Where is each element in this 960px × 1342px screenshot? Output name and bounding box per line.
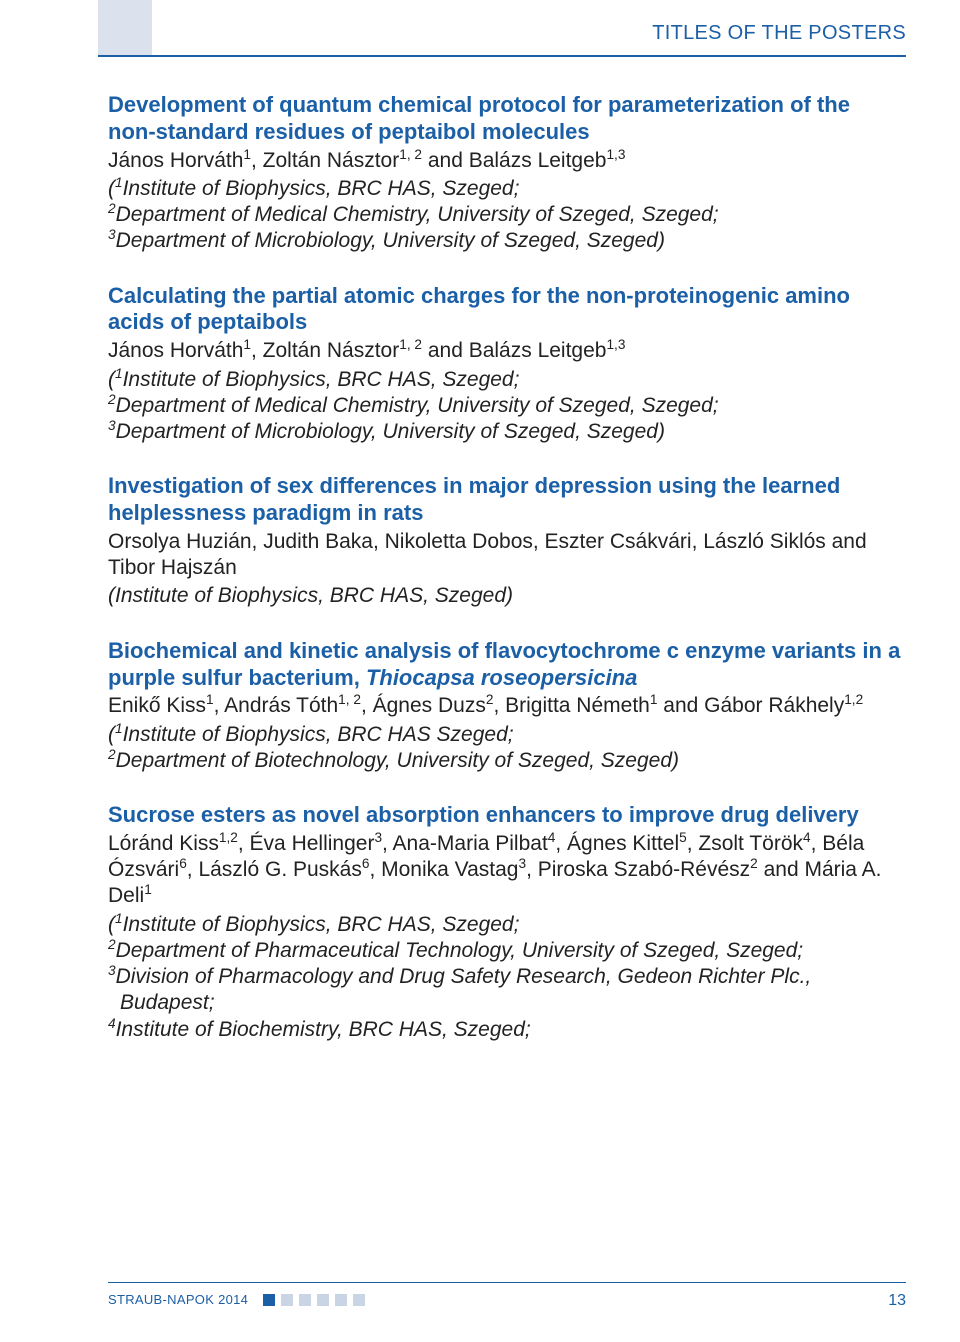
affiliation-line: 2Department of Medical Chemistry, Univer…: [108, 393, 902, 419]
page-footer: STRAUB-NAPOK 2014 13: [108, 1282, 906, 1306]
footer-squares: [263, 1294, 365, 1306]
section-title: TITLES OF THE POSTERS: [652, 22, 906, 45]
poster-authors: Orsolya Huzián, Judith Baka, Nikoletta D…: [108, 529, 902, 582]
affiliation-line: (1Institute of Biophysics, BRC HAS Szege…: [108, 722, 902, 748]
poster-title: Calculating the partial atomic charges f…: [108, 283, 902, 337]
poster-title: Development of quantum chemical protocol…: [108, 92, 902, 146]
affiliation-line: 4Institute of Biochemistry, BRC HAS, Sze…: [108, 1017, 902, 1043]
poster-entry: Calculating the partial atomic charges f…: [108, 283, 902, 446]
header-rule: [98, 55, 906, 57]
footer-square: [353, 1294, 365, 1306]
poster-entry: Biochemical and kinetic analysis of flav…: [108, 638, 902, 774]
affiliation-line: (1Institute of Biophysics, BRC HAS, Szeg…: [108, 912, 902, 938]
poster-entry: Sucrose esters as novel absorption enhan…: [108, 802, 902, 1043]
poster-authors: Enikő Kiss1, András Tóth1, 2, Ágnes Duzs…: [108, 693, 902, 719]
page: TITLES OF THE POSTERS Development of qua…: [0, 0, 960, 1342]
affiliation-line: 2Department of Biotechnology, University…: [108, 748, 902, 774]
poster-affiliations: (1Institute of Biophysics, BRC HAS, Szeg…: [108, 367, 902, 446]
affiliation-line: 3Department of Microbiology, University …: [108, 419, 902, 445]
footer-square: [317, 1294, 329, 1306]
footer-square: [299, 1294, 311, 1306]
poster-title: Investigation of sex differences in majo…: [108, 473, 902, 527]
poster-authors: Lóránd Kiss1,2, Éva Hellinger3, Ana-Mari…: [108, 831, 902, 910]
poster-authors: János Horváth1, Zoltán Násztor1, 2 and B…: [108, 338, 902, 364]
affiliation-line: 3Department of Microbiology, University …: [108, 228, 902, 254]
poster-entry: Development of quantum chemical protocol…: [108, 92, 902, 255]
affiliation-line: (Institute of Biophysics, BRC HAS, Szege…: [108, 583, 902, 609]
footer-label: STRAUB-NAPOK 2014: [108, 1292, 248, 1307]
poster-affiliations: (1Institute of Biophysics, BRC HAS Szege…: [108, 722, 902, 775]
poster-title: Biochemical and kinetic analysis of flav…: [108, 638, 902, 692]
poster-authors: János Horváth1, Zoltán Násztor1, 2 and B…: [108, 148, 902, 174]
poster-entry: Investigation of sex differences in majo…: [108, 473, 902, 609]
affiliation-line: (1Institute of Biophysics, BRC HAS, Szeg…: [108, 367, 902, 393]
poster-title: Sucrose esters as novel absorption enhan…: [108, 802, 902, 829]
header-band: [98, 0, 152, 56]
poster-affiliations: (1Institute of Biophysics, BRC HAS, Szeg…: [108, 912, 902, 1043]
footer-square: [281, 1294, 293, 1306]
poster-affiliations: (1Institute of Biophysics, BRC HAS, Szeg…: [108, 176, 902, 255]
page-number: 13: [888, 1292, 906, 1310]
footer-square: [263, 1294, 275, 1306]
poster-list: Development of quantum chemical protocol…: [108, 92, 902, 1071]
affiliation-line: (1Institute of Biophysics, BRC HAS, Szeg…: [108, 176, 902, 202]
affiliation-line: Budapest;: [108, 990, 902, 1016]
affiliation-line: 2Department of Medical Chemistry, Univer…: [108, 202, 902, 228]
affiliation-line: 2Department of Pharmaceutical Technology…: [108, 938, 902, 964]
footer-square: [335, 1294, 347, 1306]
affiliation-line: 3Division of Pharmacology and Drug Safet…: [108, 964, 902, 990]
poster-affiliations: (Institute of Biophysics, BRC HAS, Szege…: [108, 583, 902, 609]
